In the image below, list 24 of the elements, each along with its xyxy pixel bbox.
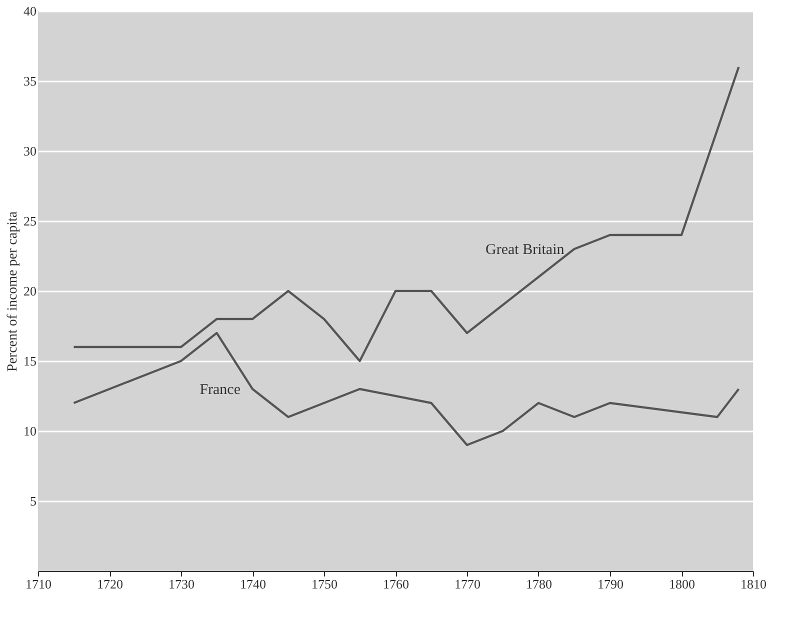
x-tick-label: 1730 xyxy=(168,576,194,592)
y-tick-label: 30 xyxy=(24,144,36,158)
x-tick-label: 1760 xyxy=(383,576,409,592)
line-series xyxy=(72,66,740,362)
x-tick-label: 1780 xyxy=(526,576,552,592)
x-tick-label: 1800 xyxy=(669,576,695,592)
y-tick-label: 5 xyxy=(30,494,36,508)
x-tick-label: 1720 xyxy=(97,576,123,592)
x-tick-label: 1770 xyxy=(454,576,480,592)
y-tick-label: 35 xyxy=(24,74,36,88)
y-axis-title: Percent of income per capita xyxy=(6,210,20,372)
y-tick-label: 15 xyxy=(24,354,36,368)
y-tick-label: 20 xyxy=(24,284,36,298)
series-label: France xyxy=(200,382,241,398)
series-label: Great Britain xyxy=(486,242,565,258)
x-tick-label: 1750 xyxy=(312,576,338,592)
x-tick-label: 1740 xyxy=(240,576,266,592)
x-tick-label: 1790 xyxy=(598,576,624,592)
x-tick-label: 1710 xyxy=(26,576,52,592)
y-tick-label: 10 xyxy=(24,424,36,438)
y-tick-label: 25 xyxy=(24,214,36,228)
x-tick-label: 1810 xyxy=(740,576,766,592)
y-tick-label: 40 xyxy=(24,4,36,18)
line-series xyxy=(72,332,740,446)
